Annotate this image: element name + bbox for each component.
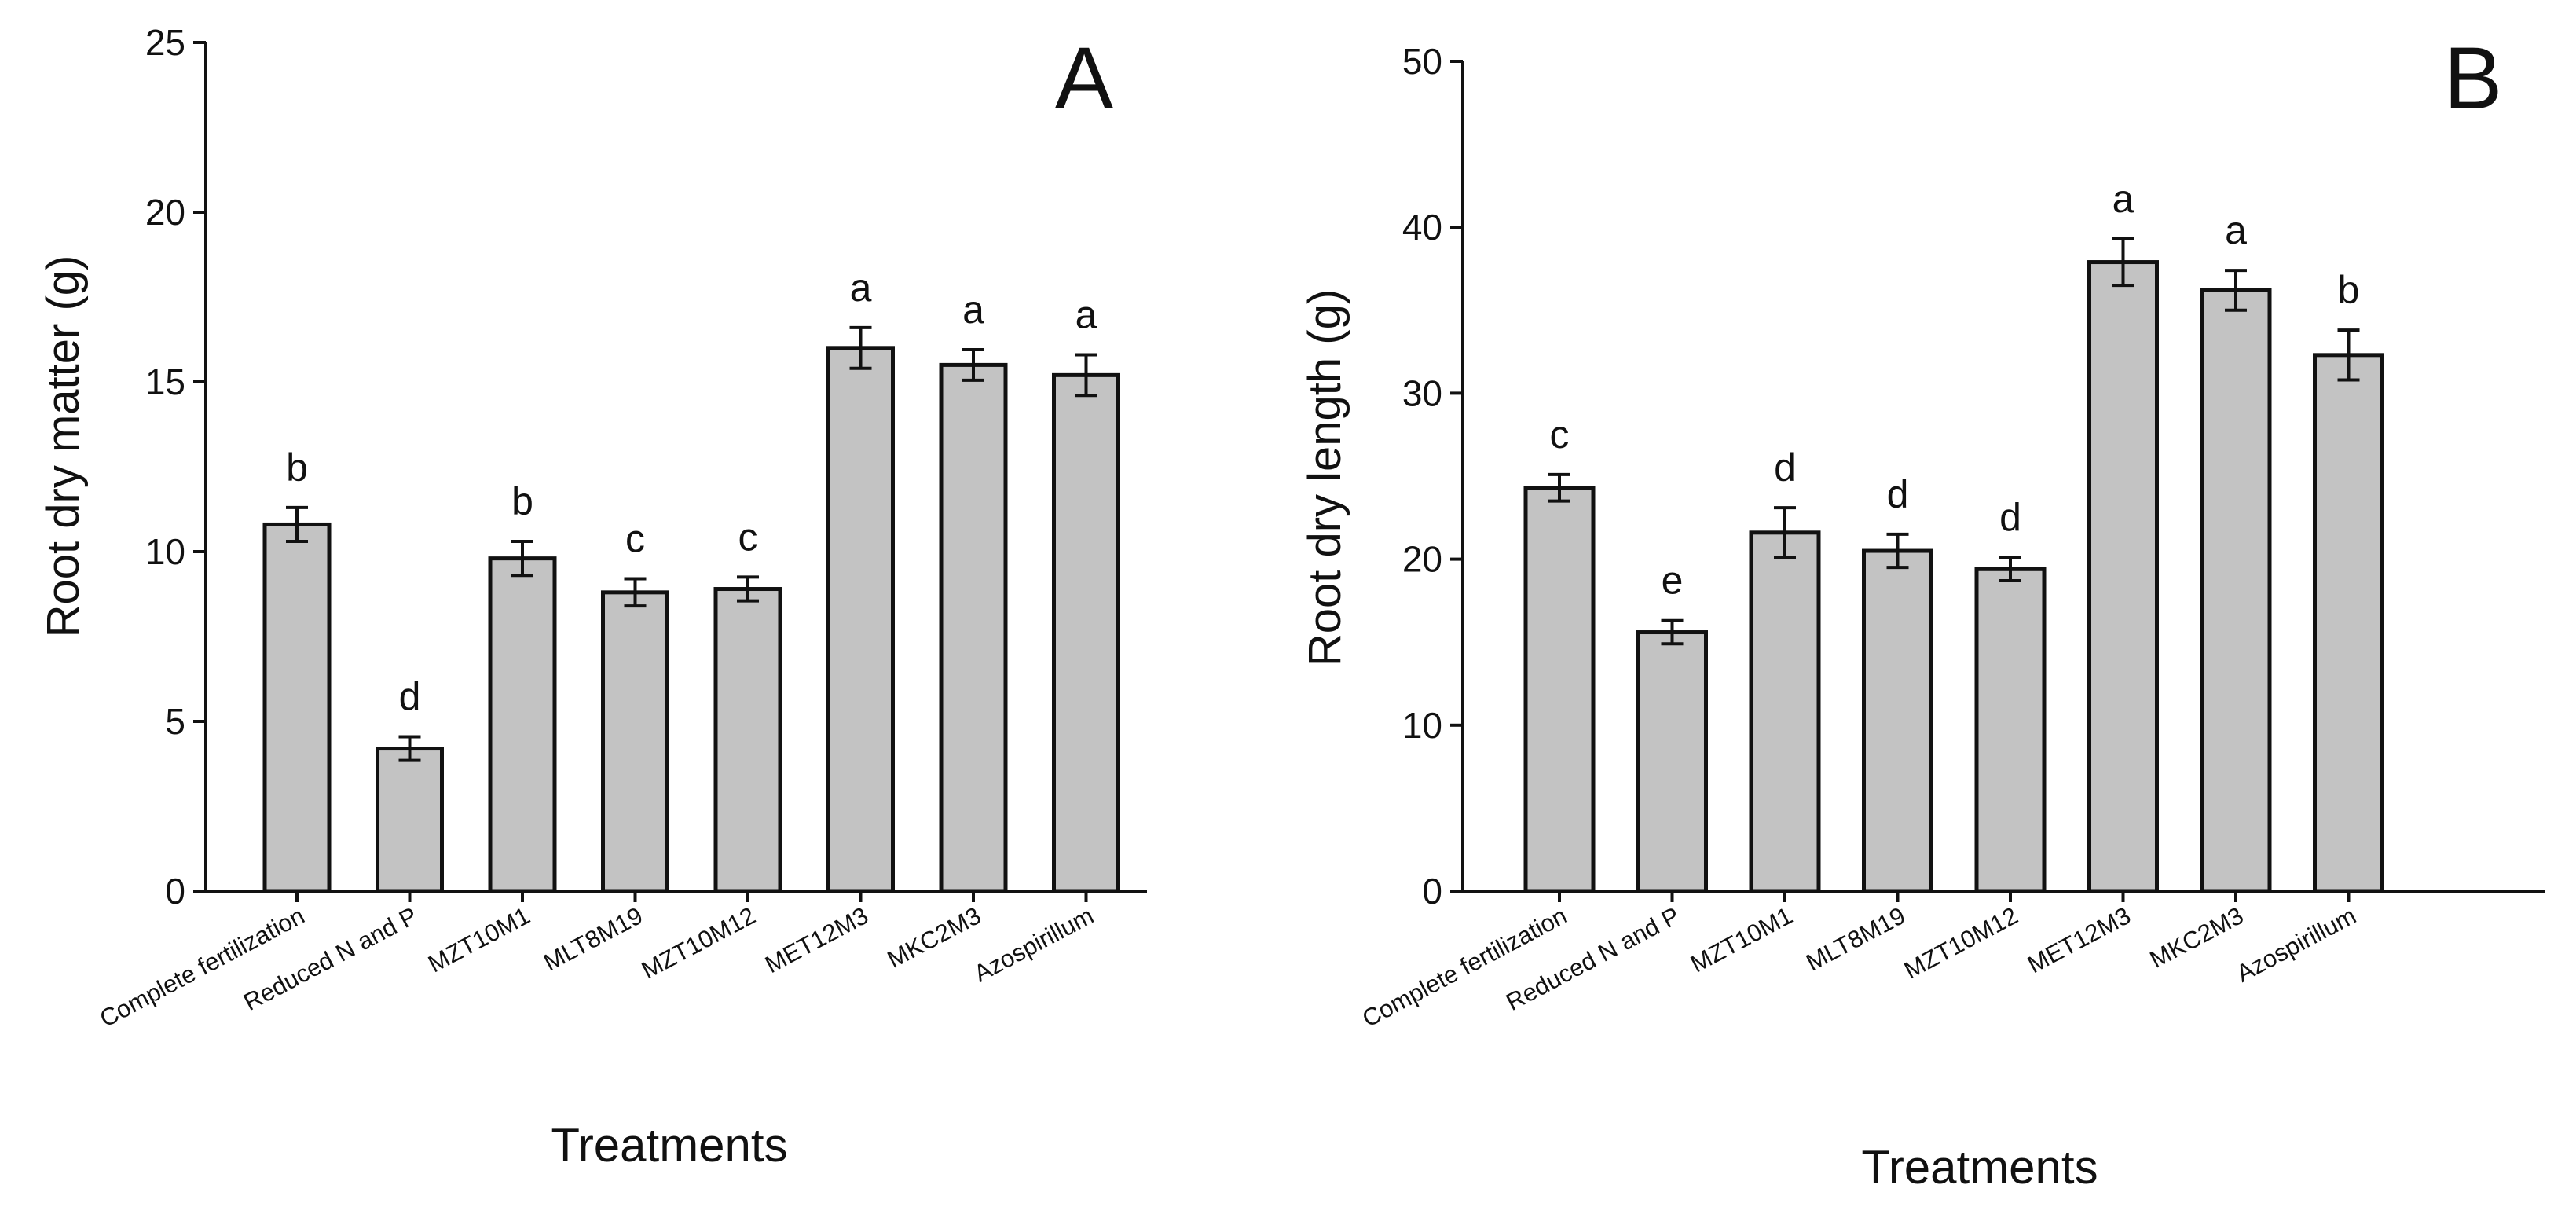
panel-b-y-tick-label: 40 <box>1402 207 1442 248</box>
panel-b-error-bar <box>2337 328 2360 382</box>
panel-b-significance-letter: c <box>1550 413 1570 457</box>
panel-a-error-bar <box>286 505 308 544</box>
panel-a-bar <box>262 522 332 893</box>
panel-b-bar <box>1636 630 1708 893</box>
panel-b-category-label: MZT10M1 <box>1686 901 1797 978</box>
panel-a-error-bar <box>962 347 984 382</box>
panel-b-significance-letter: a <box>2112 177 2134 221</box>
panel-b-bar <box>2200 288 2272 893</box>
panel-b-error-bars <box>1548 237 2360 646</box>
panel-a-significance-letter: c <box>738 515 758 559</box>
panel-a-error-bar <box>511 540 533 578</box>
panel-b-error-bar <box>2225 269 2247 312</box>
panel-a-error-bar <box>624 577 647 608</box>
panel-a-significance-letter: c <box>625 517 645 561</box>
panel-b-y-tick-label: 0 <box>1422 871 1442 912</box>
panel-a-significance-letter: a <box>850 266 872 310</box>
panel-b-bar <box>1523 486 1596 893</box>
panel-a: 0 5 10 15 20 25 b d b c c a a a Complete fertilizati… <box>38 22 1147 1172</box>
panel-b-category-label: MET12M3 <box>2023 901 2135 978</box>
panel-a-category-label: Azospirillum <box>969 901 1098 987</box>
panel-a-y-tick-label: 15 <box>145 361 185 402</box>
panel-a-significance-letter: b <box>511 479 533 523</box>
panel-a-y-tick-label: 10 <box>145 531 185 572</box>
panel-a-significance-letter: d <box>399 674 421 718</box>
panel-b-bar <box>2087 260 2159 893</box>
panel-a-category-label: MZT10M12 <box>637 901 760 984</box>
panel-a-y-tick-label: 25 <box>145 22 185 63</box>
panel-b-error-bar <box>2112 237 2134 288</box>
panel-b-category-label: MZT10M12 <box>1900 901 2022 984</box>
panel-b-y-tick-label: 30 <box>1402 372 1442 413</box>
panel-b-significance-letter: b <box>2338 268 2360 312</box>
panel-b-error-bar <box>1548 472 1570 503</box>
panel-b-significance-letters: c e d d d a a b <box>1550 177 2360 603</box>
panel-b: 0 10 20 30 40 50 c e d d d a a b Complete fertilizat… <box>1299 29 2545 1194</box>
panel-a-bars <box>262 346 1120 893</box>
panel-b-category-label: MLT8M19 <box>1801 901 1910 976</box>
panel-a-bar <box>488 556 557 893</box>
panel-a-category-label: Complete fertilization <box>95 901 309 1033</box>
panel-a-letter: A <box>1055 29 1114 127</box>
panel-a-significance-letter: a <box>1075 292 1097 336</box>
panel-b-significance-letter: d <box>1887 472 1909 516</box>
panel-b-bar <box>1974 567 2047 893</box>
panel-a-category-label: MLT8M19 <box>539 901 647 976</box>
panel-a-significance-letter: b <box>286 446 308 490</box>
panel-a-error-bar <box>737 575 759 603</box>
panel-b-bars <box>1523 260 2384 893</box>
panel-a-y-tick-label: 20 <box>145 192 185 233</box>
panel-a-error-bar <box>1075 353 1097 398</box>
panel-b-category-label: Azospirillum <box>2232 901 2361 987</box>
panel-a-bar <box>826 346 895 893</box>
panel-b-y-axis-label: Root dry length (g) <box>1299 289 1350 666</box>
panel-a-bar <box>713 587 782 893</box>
panel-b-bar <box>1749 530 1821 893</box>
panel-a-x-axis-label: Treatments <box>551 1119 787 1172</box>
panel-a-y-tick-label: 5 <box>165 701 185 742</box>
panel-a-y-axis-label: Root dry matter (g) <box>38 255 89 638</box>
panel-b-x-axis-label: Treatments <box>1861 1141 2098 1194</box>
panel-b-significance-letter: a <box>2225 208 2247 252</box>
panel-b-y-ticks: 0 10 20 30 40 50 <box>1402 41 1463 912</box>
panel-a-bar <box>1052 372 1120 893</box>
panel-a-bar <box>601 590 669 893</box>
panel-b-bar <box>2313 353 2384 893</box>
panel-a-category-label: MZT10M1 <box>423 901 534 978</box>
panel-a-significance-letters: b d b c c a a a <box>286 266 1097 719</box>
panel-a-error-bar <box>849 325 872 370</box>
panel-b-letter: B <box>2444 29 2503 127</box>
panel-b-significance-letter: d <box>1999 495 2021 539</box>
panel-a-bar <box>376 747 444 893</box>
panel-b-significance-letter: d <box>1774 446 1796 490</box>
panel-b-y-tick-label: 20 <box>1402 539 1442 580</box>
panel-a-error-bars <box>286 325 1097 762</box>
panel-a-error-bar <box>398 735 421 762</box>
panel-b-y-tick-label: 50 <box>1402 41 1442 82</box>
panel-b-y-tick-label: 10 <box>1402 705 1442 746</box>
panel-b-error-bar <box>1774 506 1796 559</box>
panel-b-significance-letter: e <box>1662 559 1684 603</box>
panel-a-category-label: MET12M3 <box>760 901 873 978</box>
panel-b-error-bar <box>1661 618 1684 646</box>
panel-b-bar <box>1862 548 1933 893</box>
panel-b-category-label: Complete fertilization <box>1358 901 1571 1033</box>
panel-b-error-bar <box>1886 532 1909 570</box>
panel-b-error-bar <box>1999 556 2021 583</box>
panel-a-bar <box>939 362 1008 893</box>
panel-a-y-tick-label: 0 <box>165 871 185 912</box>
panel-a-significance-letter: a <box>962 288 984 332</box>
panel-a-y-ticks: 0 5 10 15 20 25 <box>145 22 206 912</box>
